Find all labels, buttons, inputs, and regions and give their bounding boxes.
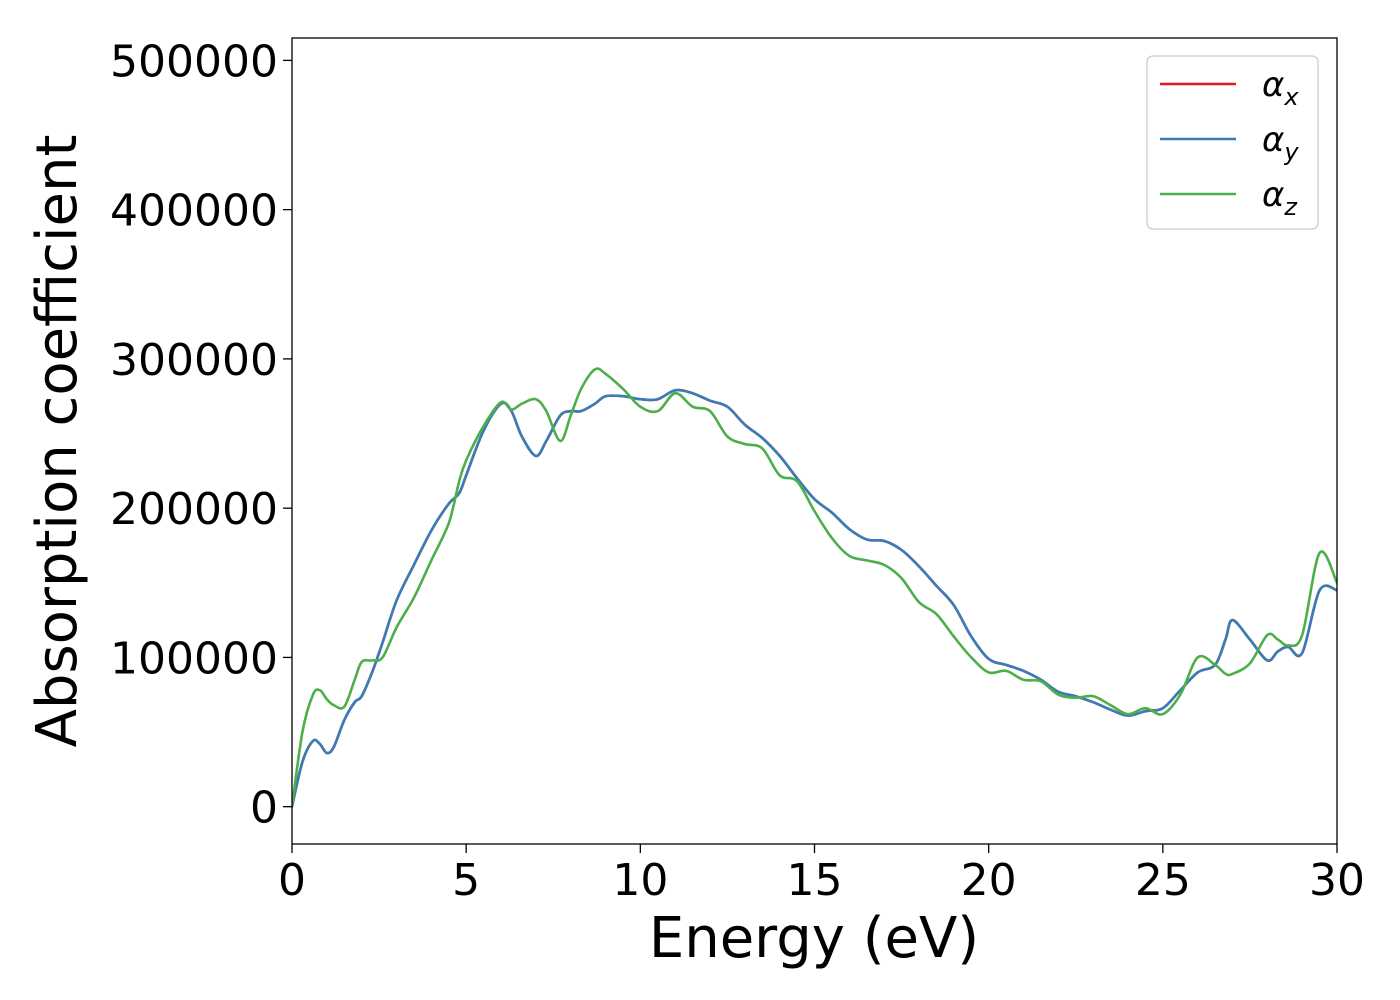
x-tick-label: 15 (787, 855, 843, 906)
series-line-z (292, 367, 1337, 808)
y-axis-label: Absorption coefficient (25, 135, 90, 748)
x-axis-label: Energy (eV) (649, 906, 979, 971)
series-line-y (292, 388, 1337, 808)
series-line-x (292, 388, 1337, 808)
y-tick-label: 500000 (110, 36, 278, 87)
x-tick-label: 5 (452, 855, 480, 906)
legend: αx αy αz (1146, 55, 1319, 230)
y-tick-label: 300000 (110, 335, 278, 386)
x-tick-label: 25 (1135, 855, 1191, 906)
y-tick-label: 400000 (110, 186, 278, 237)
legend-label-y: αy (1262, 120, 1299, 166)
y-tick-label: 100000 (110, 633, 278, 684)
legend-label-x: αx (1262, 65, 1299, 111)
series-layer (292, 367, 1337, 808)
x-tick-label: 10 (612, 855, 668, 906)
y-tick-label: 0 (250, 783, 278, 834)
legend-label-z: αz (1262, 175, 1298, 221)
x-tick-label: 30 (1309, 855, 1365, 906)
y-tick-label: 200000 (110, 484, 278, 535)
legend-frame (1146, 55, 1319, 230)
x-tick-label: 0 (278, 855, 306, 906)
y-axis: 0 100000 200000 300000 400000 500000 (110, 36, 292, 834)
x-axis: 0 5 10 15 20 25 30 (278, 844, 1365, 906)
x-tick-label: 20 (961, 855, 1017, 906)
